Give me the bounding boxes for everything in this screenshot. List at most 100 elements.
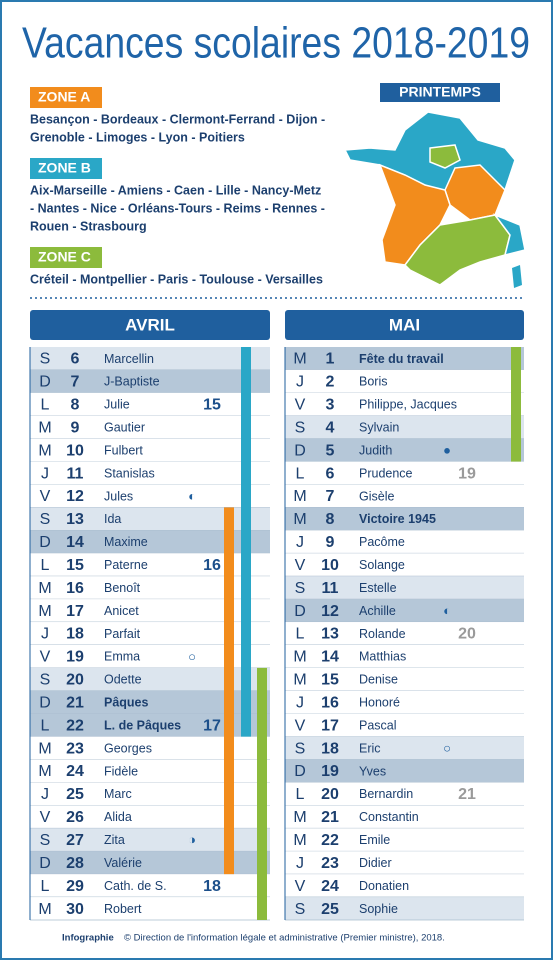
week-number: 20 <box>458 626 476 643</box>
day-number: 16 <box>66 580 84 597</box>
weekday: J <box>296 855 304 872</box>
moon-phase: ○ <box>443 741 451 756</box>
saint: Emile <box>359 833 390 847</box>
day-row <box>285 713 524 737</box>
day-number: 10 <box>321 557 339 574</box>
weekday: S <box>40 351 51 368</box>
weekday: M <box>38 901 51 918</box>
day-row <box>285 759 524 783</box>
weekday: M <box>293 832 306 849</box>
day-number: 23 <box>321 855 339 872</box>
day-number: 17 <box>66 603 84 620</box>
day-row <box>30 644 270 668</box>
saint: Prudence <box>359 466 413 480</box>
day-number: 11 <box>67 465 84 482</box>
day-row <box>30 622 270 645</box>
saint: Bernardin <box>359 787 413 801</box>
weekday: L <box>296 465 305 482</box>
day-number: 25 <box>321 901 339 918</box>
day-number: 6 <box>326 465 335 482</box>
weekday: D <box>294 442 306 459</box>
moon-phase: ● <box>443 443 451 458</box>
day-row <box>285 851 524 875</box>
weekday: D <box>39 534 51 551</box>
saint: Pacôme <box>359 535 405 549</box>
week-number: 17 <box>203 717 221 734</box>
moon-phase: ◑ <box>188 832 196 847</box>
saint: Julie <box>104 398 130 412</box>
zone-cities: - Nantes - Nice - Orléans-Tours - Reims … <box>30 201 325 215</box>
footer-credit: Infographie <box>62 933 114 944</box>
day-number: 9 <box>71 419 80 436</box>
weekday: D <box>39 374 51 391</box>
saint: Pascal <box>359 718 397 732</box>
holiday-bar <box>241 347 251 737</box>
day-number: 11 <box>322 580 339 597</box>
weekday: M <box>293 672 306 689</box>
day-row <box>30 530 270 554</box>
day-row <box>30 874 270 898</box>
saint: Georges <box>104 741 152 755</box>
day-number: 20 <box>66 672 84 689</box>
day-row <box>30 713 270 737</box>
day-number: 8 <box>326 511 335 528</box>
day-number: 13 <box>66 511 84 528</box>
day-row <box>30 736 270 760</box>
weekday: M <box>38 603 51 620</box>
week-number: 18 <box>203 878 221 895</box>
saint: Estelle <box>359 581 397 595</box>
saint: Maxime <box>104 535 148 549</box>
saint: Fidèle <box>104 764 138 778</box>
zone-cities: Aix-Marseille - Amiens - Caen - Lille - … <box>30 183 321 197</box>
weekday: L <box>41 397 50 414</box>
day-number: 26 <box>66 809 84 826</box>
saint: Odette <box>104 673 142 687</box>
week-number: 21 <box>458 786 476 803</box>
day-number: 13 <box>321 626 339 643</box>
day-number: 23 <box>66 740 84 757</box>
saint: Victoire 1945 <box>359 512 436 526</box>
day-number: 19 <box>321 763 339 780</box>
saint: Emma <box>104 650 140 664</box>
weekday: M <box>293 649 306 666</box>
day-row <box>285 644 524 668</box>
day-row <box>30 805 270 829</box>
day-number: 22 <box>321 832 339 849</box>
weekday: V <box>40 488 51 505</box>
saint: Solange <box>359 558 405 572</box>
day-row <box>285 438 524 462</box>
saint: Paterne <box>104 558 148 572</box>
day-row <box>285 622 524 645</box>
saint: Benoît <box>104 581 141 595</box>
day-number: 21 <box>321 809 339 826</box>
day-number: 12 <box>321 603 339 620</box>
day-number: 18 <box>66 626 84 643</box>
weekday: J <box>41 786 49 803</box>
month-header <box>285 310 524 340</box>
day-number: 10 <box>66 442 84 459</box>
day-number: 14 <box>321 649 339 666</box>
day-row <box>30 599 270 623</box>
zone-box <box>30 87 102 108</box>
weekday: S <box>295 901 306 918</box>
month-name: MAI <box>389 315 420 334</box>
saint: Matthias <box>359 650 406 664</box>
day-row <box>285 553 524 577</box>
day-number: 25 <box>66 786 84 803</box>
zone-label: ZONE B <box>38 160 91 176</box>
saint: Stanislas <box>104 466 155 480</box>
day-row <box>285 599 524 623</box>
saint: Achille <box>359 604 396 618</box>
day-row <box>30 667 270 691</box>
weekday: J <box>296 374 304 391</box>
month-header <box>30 310 270 340</box>
day-row <box>30 553 270 577</box>
day-row <box>285 530 524 554</box>
holiday-bar <box>257 667 267 920</box>
day-number: 16 <box>321 694 339 711</box>
day-row <box>30 897 270 920</box>
saint: Didier <box>359 856 392 870</box>
day-number: 18 <box>321 740 339 757</box>
